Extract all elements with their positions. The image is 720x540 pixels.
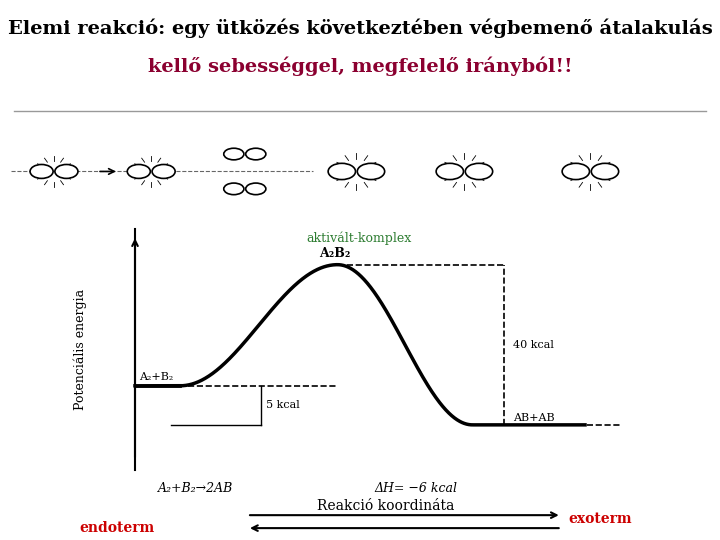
Ellipse shape [224, 183, 244, 195]
Text: endoterm: endoterm [79, 521, 155, 535]
Ellipse shape [30, 165, 53, 178]
Text: Potenciális energia: Potenciális energia [74, 289, 87, 410]
Text: 5 kcal: 5 kcal [266, 400, 300, 410]
Ellipse shape [246, 148, 266, 160]
Ellipse shape [127, 165, 150, 178]
Ellipse shape [55, 165, 78, 178]
Ellipse shape [224, 148, 244, 160]
Ellipse shape [246, 183, 266, 195]
Text: Elemi reakció: egy ütközés következtében végbemenő átalakulás: Elemi reakció: egy ütközés következtében… [8, 19, 712, 38]
Text: ΔH= −6 kcal: ΔH= −6 kcal [374, 482, 457, 495]
Ellipse shape [357, 163, 384, 180]
Text: aktivált-komplex: aktivált-komplex [306, 232, 411, 245]
Text: A₂+B₂→2AB: A₂+B₂→2AB [158, 482, 234, 495]
Text: kellő sebességgel, megfelelő irányból!!: kellő sebességgel, megfelelő irányból!! [148, 57, 572, 76]
Text: 40 kcal: 40 kcal [513, 340, 554, 350]
Text: Reakció koordináta: Reakció koordináta [317, 499, 454, 513]
Text: AB+AB: AB+AB [513, 413, 554, 423]
Ellipse shape [591, 163, 618, 180]
Text: A₂B₂: A₂B₂ [320, 247, 351, 260]
Ellipse shape [152, 165, 175, 178]
Ellipse shape [465, 163, 492, 180]
Text: exoterm: exoterm [569, 512, 632, 526]
Ellipse shape [328, 163, 356, 180]
Ellipse shape [436, 163, 464, 180]
Text: A₂+B₂: A₂+B₂ [140, 372, 174, 382]
Ellipse shape [562, 163, 590, 180]
